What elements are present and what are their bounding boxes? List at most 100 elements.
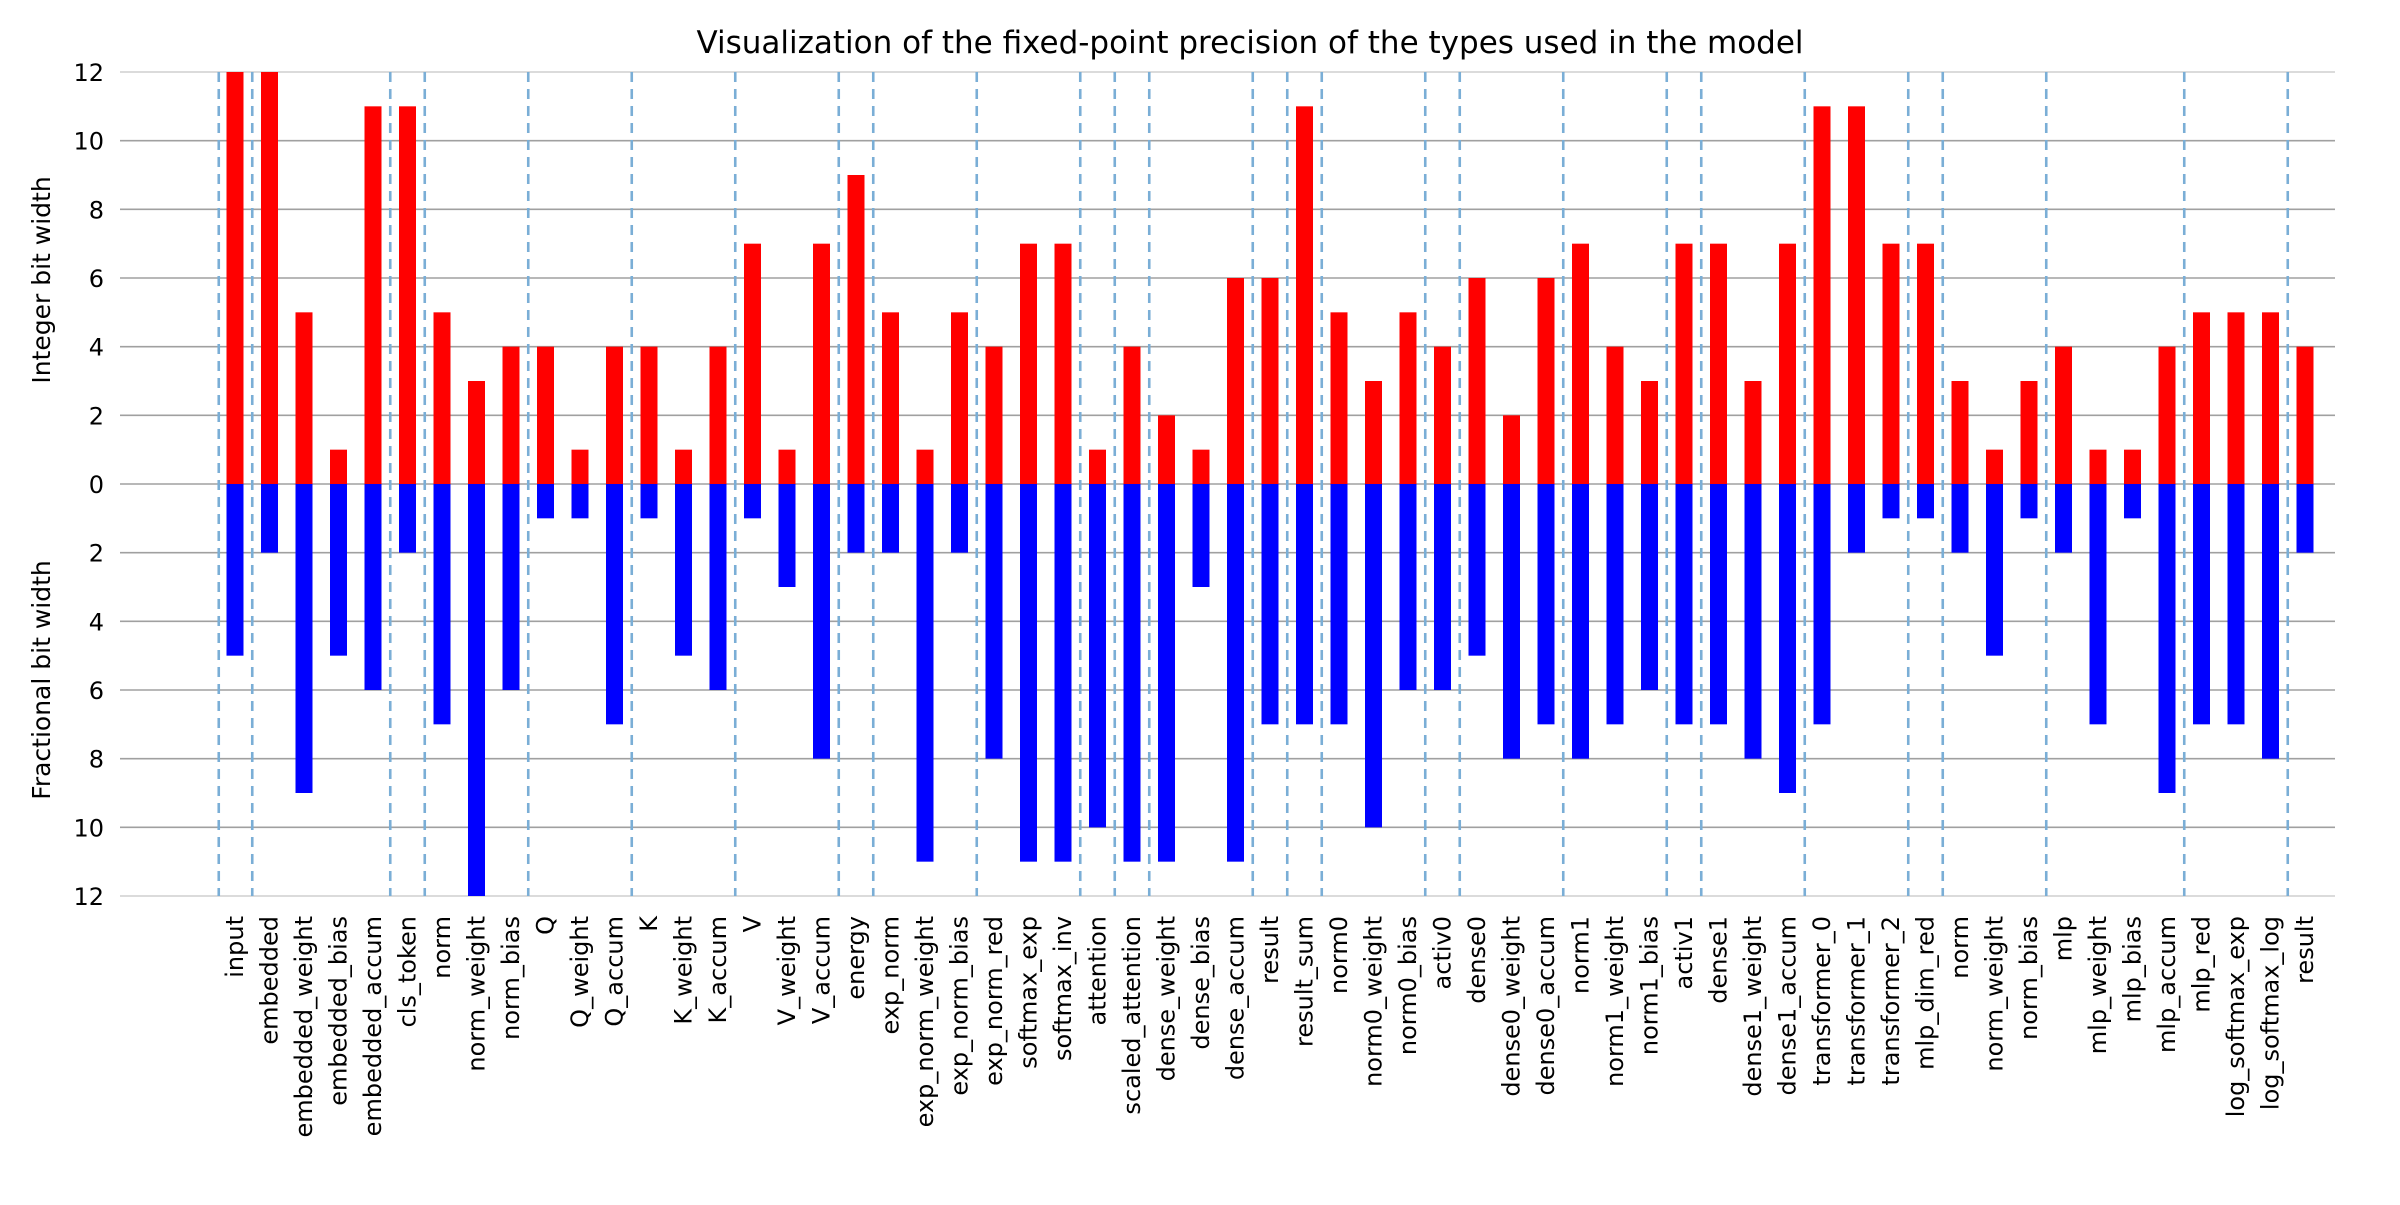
bar-fractional bbox=[1054, 484, 1072, 862]
bar-integer bbox=[1986, 449, 2003, 484]
bar-fractional bbox=[2158, 484, 2176, 793]
bar-fractional bbox=[1572, 484, 1589, 759]
x-tick-label: norm0_bias bbox=[1394, 916, 1422, 1055]
bar-fractional bbox=[1537, 484, 1555, 725]
bar-integer bbox=[1537, 278, 1555, 484]
bar-integer bbox=[2262, 312, 2279, 484]
bar-integer bbox=[1296, 106, 1313, 484]
bar-integer bbox=[1192, 449, 1210, 484]
bar-integer bbox=[2089, 449, 2107, 484]
bar-fractional bbox=[1986, 484, 2003, 656]
x-tick-label: norm0 bbox=[1325, 916, 1353, 994]
bar-fractional bbox=[951, 484, 968, 553]
bar-integer bbox=[1020, 243, 1037, 484]
bar-integer bbox=[399, 106, 416, 484]
bar-fractional bbox=[1261, 484, 1279, 725]
bar-fractional bbox=[1089, 484, 1106, 828]
bar-integer bbox=[1882, 243, 1900, 484]
bar-fractional bbox=[1434, 484, 1451, 690]
bar-integer bbox=[2020, 381, 2038, 484]
bar-integer bbox=[1399, 312, 1417, 484]
bar-integer bbox=[1641, 381, 1658, 484]
bar-integer bbox=[2055, 346, 2072, 484]
x-tick-label: mlp_dim_red bbox=[1912, 916, 1940, 1070]
x-tick-label: norm_weight bbox=[1981, 916, 2009, 1072]
x-tick-label: norm1_bias bbox=[1636, 916, 1664, 1055]
x-tick-label: input bbox=[221, 916, 249, 978]
bar-fractional bbox=[261, 484, 278, 553]
group-separators bbox=[217, 72, 2290, 896]
bar-integer bbox=[1330, 312, 1348, 484]
y-tick-label: 0 bbox=[89, 471, 104, 499]
bar-fractional bbox=[1503, 484, 1520, 759]
chart-title: Visualization of the fixed-point precisi… bbox=[696, 25, 1803, 61]
bar-integer bbox=[330, 449, 347, 484]
bar-integer bbox=[261, 72, 278, 484]
x-tick-label: energy bbox=[842, 916, 870, 1000]
bar-fractional bbox=[1123, 484, 1141, 862]
bar-fractional bbox=[1227, 484, 1244, 862]
bar-integer bbox=[2296, 346, 2314, 484]
x-tick-label: result_sum bbox=[1291, 916, 1319, 1047]
bar-fractional bbox=[813, 484, 830, 759]
bar-integer bbox=[1261, 278, 1279, 484]
bar-integer bbox=[985, 346, 1003, 484]
bar-integer bbox=[1503, 415, 1520, 484]
x-tick-label: dense1_weight bbox=[1739, 916, 1767, 1097]
bar-integer bbox=[1710, 243, 1727, 484]
bar-integer bbox=[606, 346, 623, 484]
x-tick-label: activ0 bbox=[1429, 916, 1457, 989]
bar-fractional bbox=[1606, 484, 1624, 725]
x-tick-label: result bbox=[2291, 916, 2319, 984]
x-tick-label: embedded_bias bbox=[325, 916, 353, 1106]
bar-integer bbox=[1744, 381, 1762, 484]
y-tick-label: 8 bbox=[89, 746, 104, 774]
bar-fractional bbox=[985, 484, 1003, 759]
bar-fractional bbox=[433, 484, 451, 725]
bar-fractional bbox=[1675, 484, 1693, 725]
bar-fractional bbox=[1365, 484, 1382, 828]
bar-fractional bbox=[675, 484, 692, 656]
x-tick-label: mlp_weight bbox=[2084, 916, 2112, 1054]
y-tick-labels: 12 10 8 6 4 2 0 2 4 6 8 10 12 bbox=[73, 59, 104, 911]
x-tick-label: dense_bias bbox=[1187, 916, 1215, 1050]
x-tick-label: cls_token bbox=[394, 916, 422, 1027]
x-tick-label: embedded_accum bbox=[359, 916, 387, 1136]
bar-integer bbox=[1813, 106, 1831, 484]
x-tick-label: norm_bias bbox=[2015, 916, 2043, 1040]
bar-fractional bbox=[606, 484, 623, 725]
bars bbox=[226, 72, 2314, 896]
bar-fractional bbox=[1330, 484, 1348, 725]
x-tick-label: Q_accum bbox=[601, 916, 629, 1027]
bar-integer bbox=[364, 106, 382, 484]
bar-fractional bbox=[1192, 484, 1210, 587]
x-tick-label: dense_weight bbox=[1153, 916, 1181, 1081]
bar-integer bbox=[813, 243, 830, 484]
bar-fractional bbox=[778, 484, 796, 587]
bar-fractional bbox=[1882, 484, 1900, 519]
bar-fractional bbox=[330, 484, 347, 656]
bar-integer bbox=[1158, 415, 1175, 484]
bar-fractional bbox=[1158, 484, 1175, 862]
bar-fractional bbox=[1020, 484, 1037, 862]
bar-fractional bbox=[1779, 484, 1796, 793]
x-tick-label: K bbox=[635, 915, 663, 932]
bar-fractional bbox=[2296, 484, 2314, 553]
y-tick-label: 2 bbox=[89, 402, 104, 430]
y-tick-label: 6 bbox=[89, 265, 104, 293]
x-tick-label: exp_norm_red bbox=[980, 916, 1008, 1086]
bar-fractional bbox=[399, 484, 416, 553]
bar-integer bbox=[226, 72, 244, 484]
bar-fractional bbox=[1296, 484, 1313, 725]
x-tick-label: mlp_red bbox=[2188, 916, 2216, 1013]
x-tick-label: norm1 bbox=[1567, 916, 1595, 994]
x-tick-label: mlp_bias bbox=[2119, 916, 2147, 1022]
bar-fractional bbox=[2193, 484, 2210, 725]
bar-fractional bbox=[571, 484, 589, 519]
bar-fractional bbox=[2124, 484, 2141, 519]
x-tick-label: log_softmax_exp bbox=[2222, 916, 2250, 1117]
x-tick-label: dense1 bbox=[1705, 916, 1733, 1004]
bar-integer bbox=[1434, 346, 1451, 484]
x-tick-label: softmax_exp bbox=[1015, 916, 1043, 1069]
x-tick-label: mlp_accum bbox=[2153, 916, 2181, 1053]
